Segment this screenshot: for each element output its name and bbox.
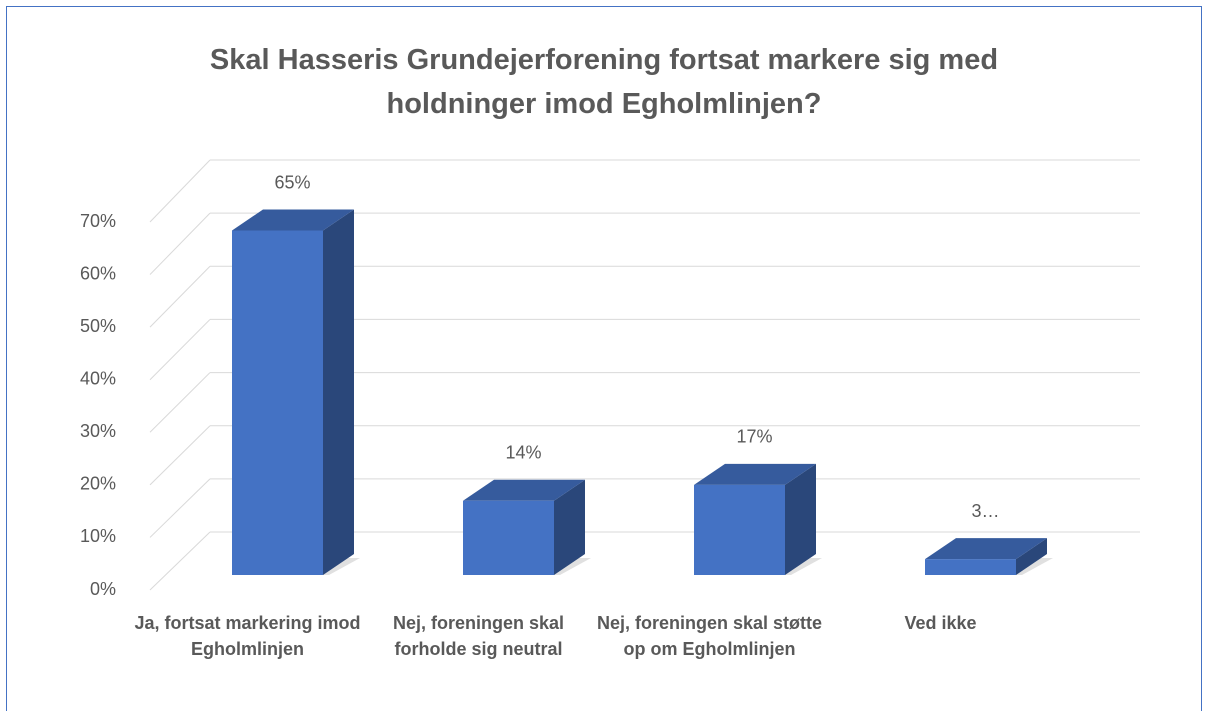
y-tick-label: 20% <box>80 474 116 494</box>
bar-front <box>694 484 785 575</box>
data-label: 3… <box>971 501 999 521</box>
data-label: 17% <box>736 427 772 447</box>
y-tick-label: 10% <box>80 526 116 546</box>
grid-line-side <box>149 159 211 223</box>
bar <box>232 209 360 575</box>
bar-top <box>463 479 585 501</box>
grid-line-side <box>149 531 211 591</box>
chart-frame <box>6 6 1202 711</box>
x-tick-label: Nej, foreningen skal støtte op om Egholm… <box>596 613 823 659</box>
bar-top <box>232 209 354 231</box>
bar <box>925 538 1053 575</box>
bar-side <box>554 479 585 575</box>
bar-front <box>463 500 554 575</box>
bar-top <box>925 538 1047 560</box>
x-tick-label: Ja, fortsat markering imod Egholmlinjen <box>134 613 361 659</box>
bar <box>694 463 822 575</box>
bar-side <box>323 209 354 575</box>
x-tick-label: Ved ikke <box>904 613 977 633</box>
x-tick-label: Nej, foreningen skal forholde sig neutra… <box>392 613 565 659</box>
y-tick-label: 40% <box>80 368 116 388</box>
bar-side <box>1016 538 1047 575</box>
bar-side <box>785 463 816 575</box>
grid-line-side <box>149 212 211 275</box>
bar <box>463 479 591 575</box>
y-tick-label: 70% <box>80 211 116 231</box>
data-label: 14% <box>505 443 541 463</box>
bar-front <box>925 559 1016 575</box>
grid-line-side <box>149 265 211 328</box>
grid-line-side <box>149 478 211 538</box>
bar-top <box>694 463 816 485</box>
y-tick-label: 50% <box>80 316 116 336</box>
grid-line-side <box>149 372 211 433</box>
y-tick-label: 60% <box>80 263 116 283</box>
grid-line-side <box>149 319 211 381</box>
y-tick-label: 30% <box>80 421 116 441</box>
chart-title: Skal Hasseris Grundejerforening fortsat … <box>209 44 999 120</box>
bar-front <box>232 230 323 575</box>
grid-line-side <box>149 425 211 486</box>
data-label: 65% <box>274 172 310 192</box>
y-tick-label: 0% <box>90 579 116 599</box>
